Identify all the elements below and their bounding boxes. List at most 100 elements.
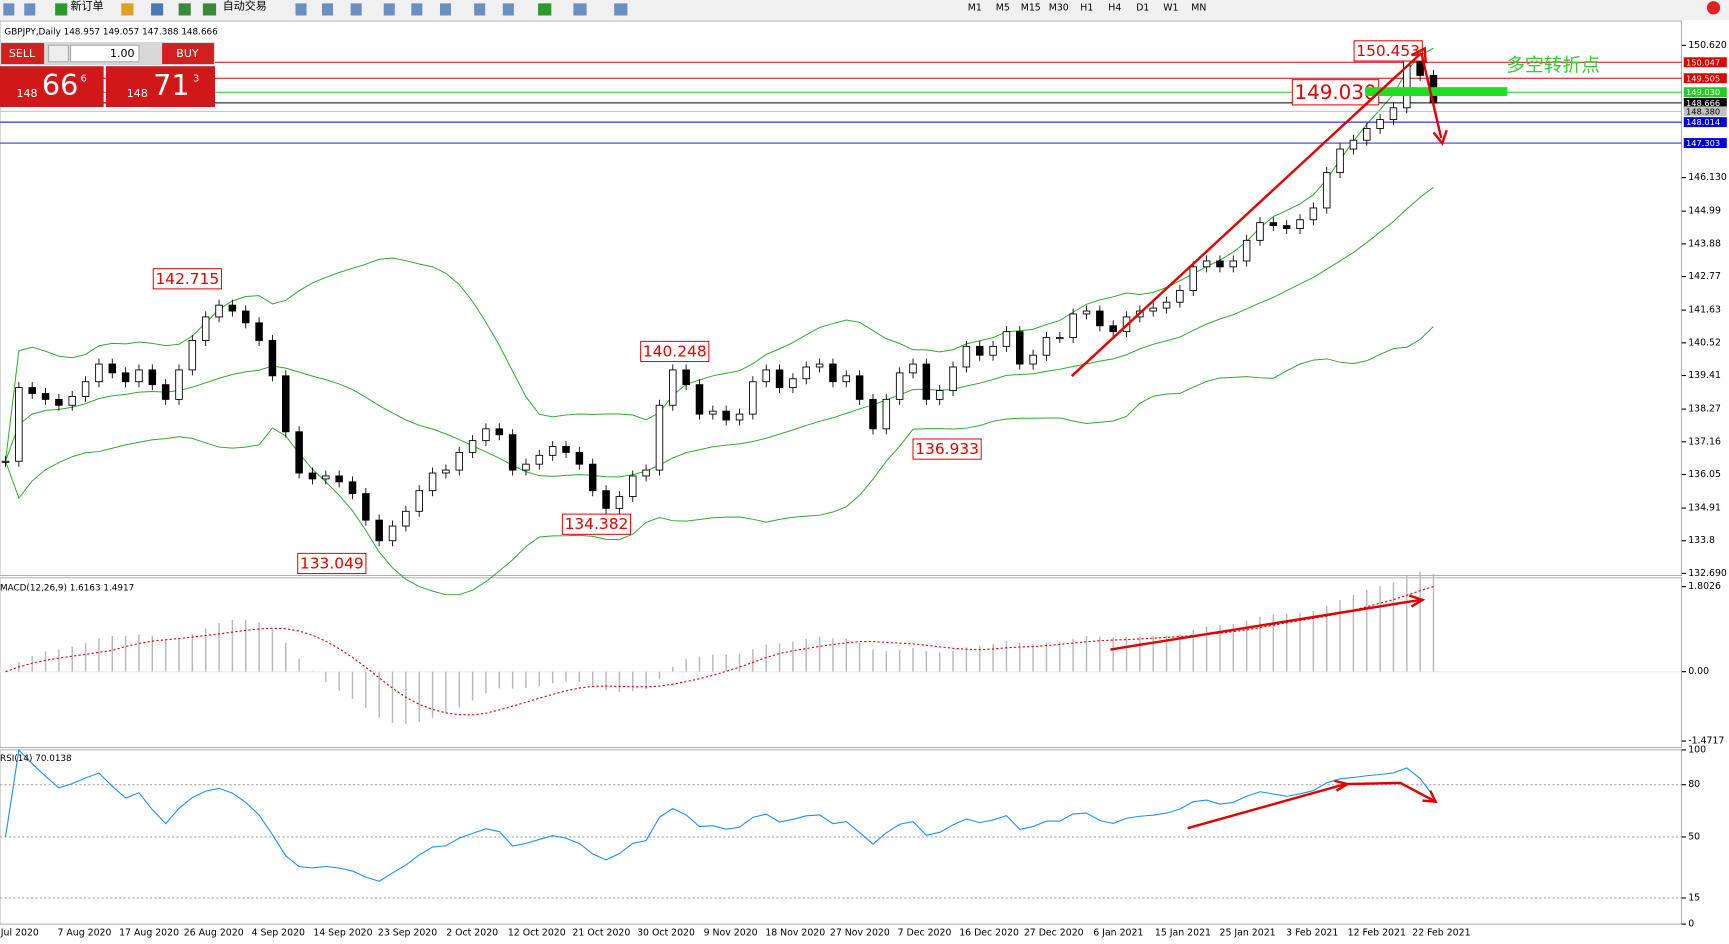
candle-body — [789, 378, 797, 389]
candle-body — [55, 398, 63, 406]
sell-label: SELL — [9, 47, 36, 60]
price-tag-label: 149.505 — [1686, 73, 1720, 83]
candle-body — [1109, 325, 1117, 333]
sell-button[interactable] — [1, 43, 45, 65]
x-tick-label: 25 Jan 2021 — [1220, 927, 1276, 938]
x-tick-label: 9 Nov 2020 — [704, 927, 758, 938]
ask-box[interactable] — [105, 66, 216, 108]
candle-body — [1336, 148, 1344, 174]
y-tick-label: 150.620 — [1688, 40, 1727, 51]
timeframe-button[interactable]: H1 — [1080, 2, 1093, 13]
candle-body — [508, 434, 517, 471]
y-tick-label: 1.8026 — [1688, 581, 1721, 592]
candle-body — [935, 390, 944, 400]
candle-body — [1389, 107, 1398, 121]
candle-body — [1202, 260, 1211, 268]
y-tick-label: -1.4717 — [1688, 736, 1724, 747]
timeframe-button[interactable]: M1 — [968, 2, 982, 13]
price-annotation: 134.382 — [565, 515, 629, 533]
candle-body — [1216, 260, 1224, 268]
candle-body — [482, 428, 490, 442]
candle-body — [575, 451, 584, 465]
x-tick-label: Jul 2020 — [0, 927, 39, 938]
y-tick-label: 15 — [1688, 892, 1700, 903]
rsi-title: RSI(14) 70.0138 — [0, 754, 72, 764]
candle-body — [1322, 172, 1331, 209]
candle-body — [1029, 354, 1037, 365]
candle-body — [1042, 337, 1051, 356]
x-tick-label: 26 Aug 2020 — [184, 927, 244, 938]
candle-body — [588, 463, 597, 492]
toolbar — [0, 0, 1729, 20]
price-annotation: 136.933 — [915, 440, 979, 458]
candle-body — [655, 404, 664, 471]
candle-body — [108, 363, 117, 374]
candle-body — [629, 475, 637, 498]
candle-body — [468, 440, 477, 453]
candle-body — [615, 496, 624, 509]
lot-input[interactable] — [70, 44, 140, 63]
bid-frac: 6 — [80, 73, 86, 84]
x-tick-label: 18 Nov 2020 — [765, 927, 825, 938]
candle-body — [762, 369, 770, 383]
price-tag-label: 150.047 — [1686, 57, 1720, 67]
candle-body — [175, 369, 183, 400]
candle-body — [135, 369, 143, 383]
candle-body — [709, 410, 717, 415]
x-tick-label: 23 Sep 2020 — [378, 927, 437, 938]
main-chart: 150.620 146.130 144.99 143.88 142.77 141.63 14… — [0, 40, 1727, 938]
candle-body — [1, 460, 10, 463]
candle-body — [148, 369, 157, 386]
annotation-box — [297, 552, 367, 575]
candle-body — [308, 472, 317, 480]
candle-body — [1162, 301, 1171, 309]
timeframe-button[interactable]: MN — [1191, 2, 1206, 13]
bollinger-band — [5, 326, 1434, 596]
candle-body — [15, 387, 23, 462]
toolbar-icons — [3, 1, 1721, 16]
x-tick-label: 27 Dec 2020 — [1024, 927, 1084, 938]
candle-body — [522, 463, 530, 471]
x-tick-label: 12 Feb 2021 — [1348, 927, 1406, 938]
timeframe-button[interactable]: M15 — [1021, 2, 1041, 13]
timeframe-button[interactable]: W1 — [1163, 2, 1178, 13]
timeframe-button[interactable]: D1 — [1136, 2, 1149, 13]
lot-spinner[interactable] — [47, 44, 69, 63]
candle-body — [1242, 239, 1251, 262]
buy-button[interactable] — [162, 43, 214, 65]
x-tick-label: 22 Feb 2021 — [1412, 927, 1470, 938]
y-tick-label: 137.16 — [1688, 436, 1721, 447]
candle-body — [749, 381, 757, 415]
timeframe-button[interactable]: M30 — [1049, 2, 1069, 13]
auto-trade-button[interactable]: 自动交易 — [223, 0, 267, 13]
price-tag — [1683, 117, 1727, 128]
candle-body — [1069, 313, 1077, 338]
bid-box[interactable] — [0, 66, 104, 108]
candle-body — [81, 381, 90, 397]
candle-body — [215, 304, 223, 318]
new-order-button[interactable]: 新订单 — [71, 0, 104, 13]
candle-body — [802, 366, 810, 380]
candle-body — [975, 345, 984, 356]
candle-body — [1149, 307, 1157, 312]
rsi-chart: 100 80 50 15 0 — [0, 744, 1706, 930]
candle-body — [962, 345, 971, 368]
drawings — [1070, 46, 1508, 830]
x-tick-label: 27 Nov 2020 — [830, 927, 890, 938]
candle-body — [375, 519, 383, 542]
x-tick-label: 14 Sep 2020 — [313, 927, 372, 938]
candle-body — [68, 395, 76, 406]
price-tag-label: 149.030 — [1686, 87, 1720, 97]
y-tick-label: 50 — [1688, 831, 1700, 842]
timeframe-button[interactable]: H4 — [1108, 2, 1121, 13]
timeframe-button[interactable]: M5 — [996, 2, 1010, 13]
candle-body — [642, 469, 650, 477]
y-tick-label: 139.41 — [1688, 370, 1721, 381]
y-tick-label: 0.00 — [1688, 666, 1709, 677]
y-tick-label: 144.99 — [1688, 206, 1721, 217]
x-tick-label: 4 Sep 2020 — [252, 927, 305, 938]
candle-body — [842, 375, 851, 383]
candle-body — [28, 387, 36, 394]
candle-body — [1176, 289, 1184, 303]
